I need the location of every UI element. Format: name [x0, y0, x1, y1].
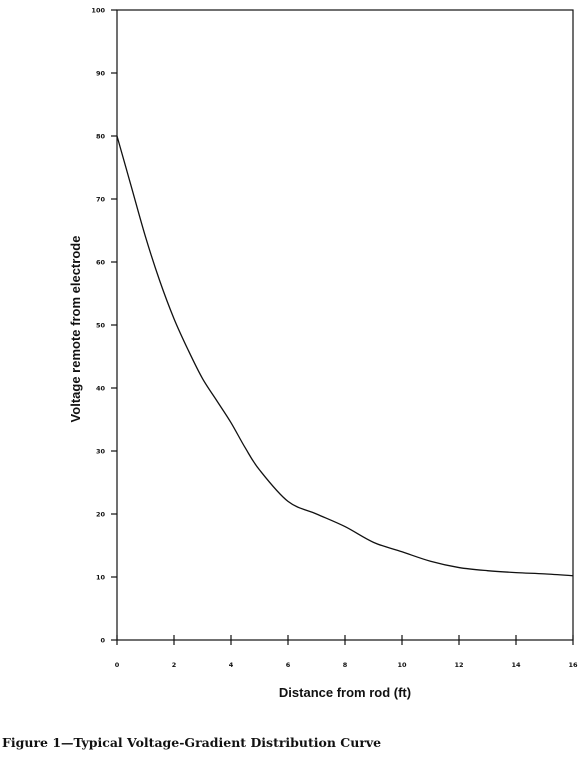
y-axis-ticks: 0 10 20 30 40 50 60 70 80 90 100	[91, 6, 117, 644]
x-tick-label: 0	[115, 661, 120, 669]
voltage-gradient-chart: 0 10 20 30 40 50 60 70 80 90 100 0 2 4 6 8 10 12 14 16 Vol…	[68, 6, 578, 700]
y-tick-label: 70	[96, 195, 106, 203]
figure-caption: Figure 1—Typical Voltage-Gradient Distri…	[2, 735, 382, 750]
y-tick-label: 80	[96, 132, 106, 140]
plot-frame	[116, 9, 574, 641]
y-axis-title: Voltage remote from electrode	[68, 236, 83, 423]
y-tick-label: 0	[100, 636, 105, 644]
x-axis-ticks: 0 2 4 6 8 10 12 14 16	[115, 635, 578, 669]
x-tick-label: 12	[454, 661, 463, 669]
x-axis-title: Distance from rod (ft)	[279, 685, 411, 700]
y-tick-label: 60	[96, 258, 106, 266]
y-tick-label: 30	[96, 447, 106, 455]
x-tick-label: 10	[397, 661, 407, 669]
y-tick-label: 90	[96, 69, 106, 77]
x-tick-label: 14	[511, 661, 521, 669]
x-tick-label: 16	[568, 661, 578, 669]
x-tick-label: 2	[172, 661, 177, 669]
y-tick-label: 50	[96, 321, 106, 329]
x-tick-label: 4	[229, 661, 234, 669]
y-tick-label: 40	[96, 384, 106, 392]
plot-border	[116, 9, 574, 641]
y-tick-label: 20	[96, 510, 106, 518]
y-tick-label: 10	[96, 573, 106, 581]
x-tick-label: 8	[343, 661, 348, 669]
y-tick-label: 100	[91, 6, 105, 14]
voltage-curve	[116, 135, 574, 577]
series-layer	[116, 135, 574, 577]
x-tick-label: 6	[286, 661, 291, 669]
